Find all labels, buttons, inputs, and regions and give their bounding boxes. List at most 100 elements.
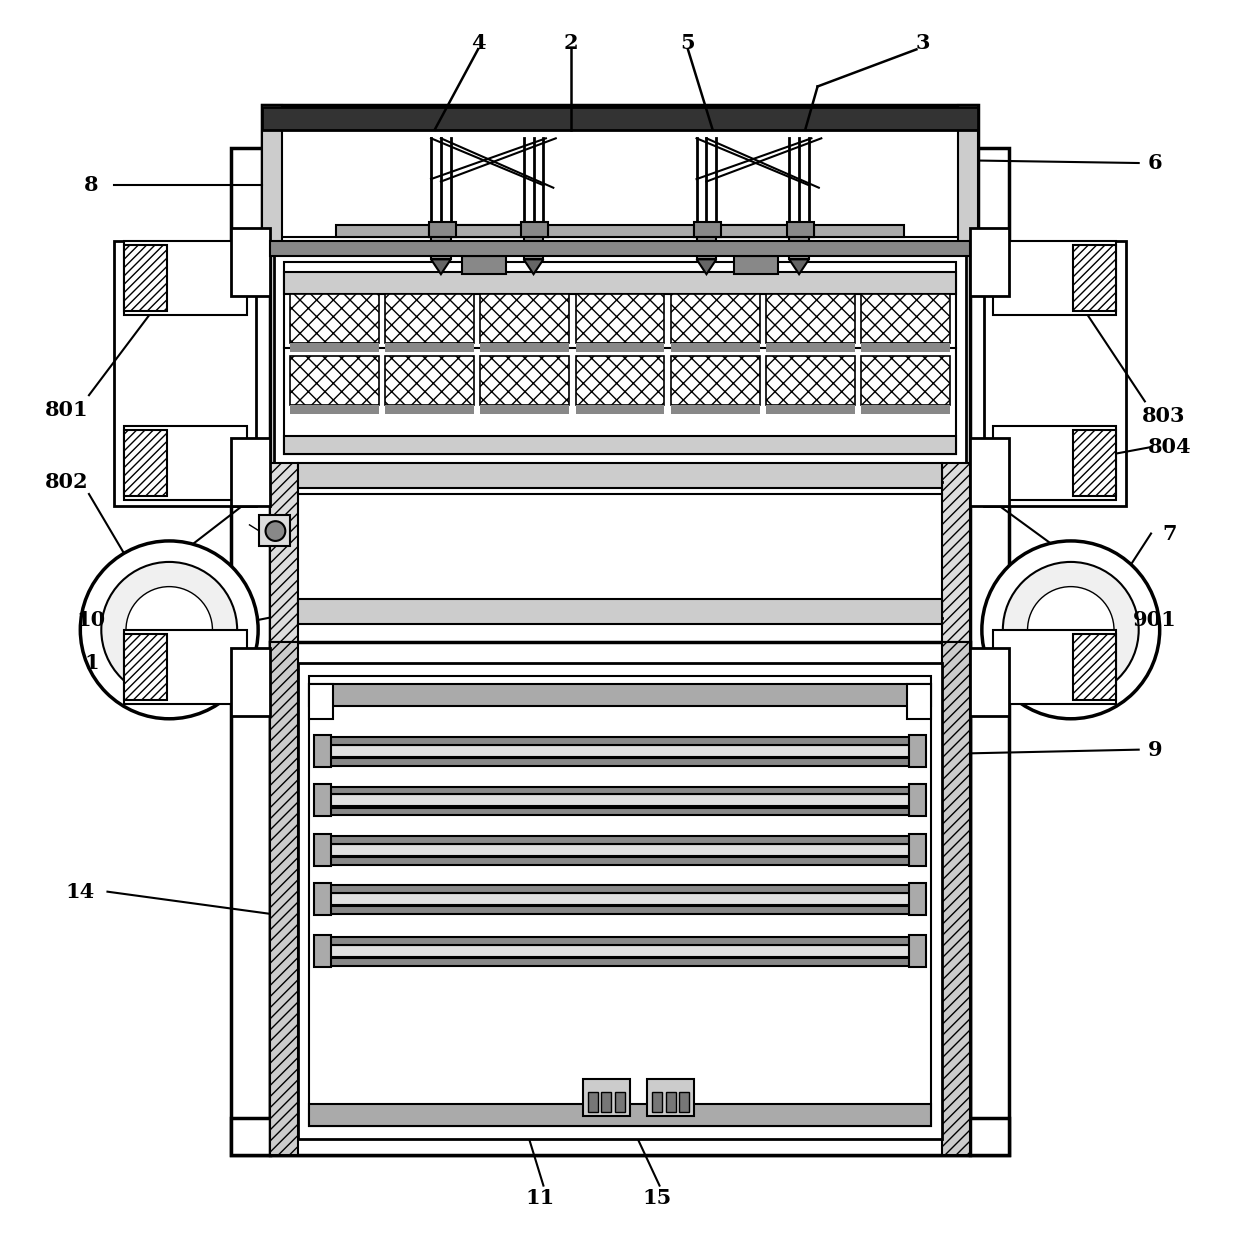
Text: 9: 9 [1147, 740, 1162, 760]
Bar [386, 405, 474, 414]
Bar [270, 463, 298, 642]
Text: 14: 14 [66, 882, 95, 902]
Circle shape [81, 541, 258, 719]
Bar [985, 241, 1126, 506]
Bar [993, 630, 1116, 704]
Text: 801: 801 [45, 400, 88, 420]
Bar [124, 426, 247, 500]
Bar [324, 906, 916, 914]
Bar [766, 294, 854, 343]
Bar [309, 684, 931, 706]
Bar [290, 356, 379, 405]
Bar [680, 1092, 689, 1112]
Text: 804: 804 [1148, 437, 1192, 457]
Bar [231, 228, 270, 296]
Bar [575, 343, 665, 352]
Bar [647, 1079, 694, 1116]
Bar [277, 114, 963, 237]
Bar [671, 356, 760, 405]
Bar [766, 343, 854, 352]
Bar [671, 405, 760, 414]
Bar [1074, 634, 1116, 700]
Bar [290, 294, 379, 343]
Text: 803: 803 [1142, 406, 1185, 426]
Bar [861, 294, 950, 343]
Text: 7: 7 [1162, 524, 1177, 543]
Bar [909, 834, 926, 866]
Bar [124, 430, 166, 496]
Bar [324, 857, 916, 864]
Bar [694, 225, 813, 237]
Bar [861, 343, 950, 352]
Bar [386, 356, 474, 405]
Bar [697, 237, 717, 259]
Bar [480, 356, 569, 405]
Bar [314, 935, 331, 967]
Polygon shape [789, 259, 808, 274]
Bar [766, 405, 854, 414]
Bar [298, 599, 942, 624]
Bar [480, 343, 569, 352]
Bar [324, 745, 916, 757]
Bar [993, 241, 1116, 315]
Text: 8: 8 [84, 175, 99, 195]
Circle shape [1028, 587, 1114, 673]
Bar [575, 405, 665, 414]
Bar [324, 844, 916, 856]
Bar [314, 784, 331, 816]
Bar [386, 294, 474, 343]
Bar [694, 222, 722, 237]
Bar [124, 241, 247, 315]
Bar [671, 343, 760, 352]
Bar [324, 758, 916, 766]
Bar [429, 225, 548, 237]
Bar [906, 684, 931, 719]
Bar [124, 634, 166, 700]
Bar [480, 294, 569, 343]
Bar [909, 883, 926, 915]
Text: 6: 6 [1147, 153, 1162, 173]
Polygon shape [523, 259, 543, 274]
Text: 4: 4 [471, 33, 485, 53]
Bar [970, 438, 1009, 506]
Bar [671, 294, 760, 343]
Polygon shape [432, 259, 451, 274]
Bar [309, 684, 334, 719]
Bar [942, 642, 970, 1155]
Polygon shape [697, 259, 717, 274]
Text: 1: 1 [84, 653, 99, 673]
Bar [290, 343, 379, 352]
Bar [575, 294, 665, 343]
Bar [583, 1079, 630, 1116]
Bar [270, 642, 298, 1155]
Bar [432, 237, 451, 259]
Bar [734, 256, 777, 274]
Bar [231, 148, 270, 1155]
Bar [970, 148, 1009, 1155]
Circle shape [1003, 562, 1138, 698]
Bar [652, 1092, 662, 1112]
Bar [284, 436, 956, 454]
Bar [324, 945, 916, 957]
Bar [766, 356, 854, 405]
Text: 802: 802 [45, 472, 88, 492]
Bar [284, 272, 956, 294]
Bar [324, 737, 916, 745]
Bar [942, 463, 970, 642]
Bar [324, 885, 916, 893]
Text: 901: 901 [1133, 610, 1177, 630]
Bar [262, 107, 978, 130]
Bar [666, 1092, 676, 1112]
Bar [324, 787, 916, 794]
Bar [270, 463, 970, 642]
Text: 10: 10 [77, 610, 105, 630]
Bar [324, 958, 916, 966]
Bar [789, 237, 808, 259]
Bar [114, 241, 255, 506]
Bar [309, 676, 931, 1126]
Bar [262, 105, 281, 247]
Bar [970, 228, 1009, 296]
Bar [523, 237, 543, 259]
Bar [909, 935, 926, 967]
Bar [124, 245, 166, 311]
